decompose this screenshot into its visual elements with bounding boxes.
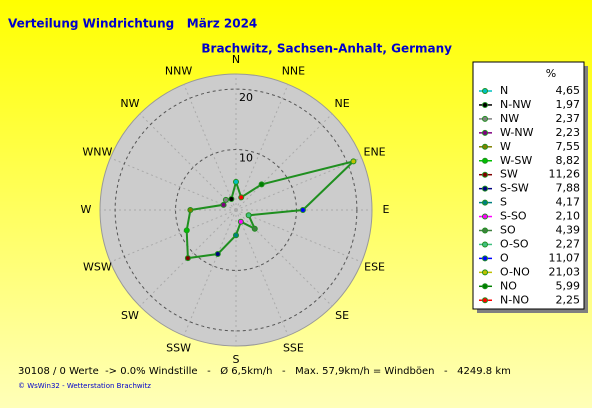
direction-label: SE [335, 309, 349, 322]
legend-value: 2,37 [556, 112, 581, 125]
wind-point [228, 195, 235, 202]
legend-marker [482, 88, 488, 94]
direction-label: ENE [364, 146, 386, 159]
wind-point [299, 207, 306, 213]
direction-label: E [383, 203, 390, 216]
legend-label: S-SO [500, 210, 527, 223]
chart-title: Verteilung Windrichtung März 2024 [8, 17, 257, 31]
legend-value: 2,25 [556, 293, 581, 306]
wind-point [187, 207, 194, 213]
legend-value: 4,65 [556, 84, 581, 97]
legend-marker [482, 283, 488, 290]
legend-label: N-NO [500, 293, 529, 306]
direction-label: W [81, 203, 92, 216]
legend-value: 5,99 [556, 279, 581, 292]
legend-label: W-SW [500, 154, 532, 167]
wind-point [245, 212, 252, 219]
direction-label: WSW [83, 260, 112, 273]
wind-point [233, 178, 239, 185]
legend-marker [482, 115, 488, 122]
legend-marker [482, 199, 488, 206]
legend-value: 2,10 [556, 210, 581, 223]
legend-value: 4,39 [556, 224, 581, 237]
credit: © WsWin32 - Wetterstation Brachwitz [18, 382, 151, 390]
wind-point [220, 201, 227, 208]
wind-point [251, 225, 258, 232]
legend-marker [482, 157, 488, 164]
wind-point [258, 181, 265, 188]
legend-label: O-SO [500, 237, 529, 250]
direction-label: S [233, 353, 240, 366]
legend-marker [482, 185, 488, 192]
r-tick-label: 10 [239, 152, 253, 165]
legend-value: 8,82 [556, 154, 581, 167]
direction-label: NE [334, 97, 349, 110]
legend-header: % [546, 67, 556, 80]
legend-label: W [500, 140, 511, 153]
legend-marker [482, 171, 488, 178]
legend-label: W-NW [500, 126, 534, 139]
legend-value: 7,55 [556, 140, 581, 153]
direction-label: NW [120, 97, 139, 110]
legend-box [472, 61, 585, 310]
wind-point [237, 218, 244, 225]
direction-label: NNE [282, 64, 305, 77]
wind-point [183, 227, 190, 234]
legend-value: 11,07 [549, 251, 581, 264]
direction-label: SW [121, 309, 139, 322]
direction-label: N [232, 53, 240, 66]
wind-point [222, 196, 229, 203]
legend-value: 4,17 [556, 196, 581, 209]
wind-point [233, 232, 239, 239]
legend-marker [482, 213, 488, 220]
wind-point [350, 158, 357, 165]
legend-value: 11,26 [549, 168, 581, 181]
direction-label: SSW [166, 342, 191, 355]
legend-label: O-NO [500, 265, 530, 278]
legend-marker [482, 297, 488, 304]
legend-value: 7,88 [556, 182, 581, 195]
legend-value: 2,27 [556, 237, 581, 250]
direction-label: NNW [165, 64, 192, 77]
legend-value: 2,23 [556, 126, 581, 139]
wind-point [184, 255, 191, 262]
legend-value: 21,03 [549, 265, 581, 278]
chart-subtitle: Brachwitz, Sachsen-Anhalt, Germany [201, 42, 452, 56]
direction-label: WNW [82, 146, 112, 159]
legend-marker [482, 129, 488, 136]
wind-point [214, 251, 221, 258]
legend-marker [482, 143, 488, 150]
legend-label: SO [500, 224, 516, 237]
legend-label: N-NW [500, 98, 531, 111]
legend-marker [482, 255, 488, 262]
ring [114, 88, 358, 332]
r-tick-label: 20 [239, 91, 253, 104]
legend-marker [482, 227, 488, 234]
legend-label: SW [500, 168, 518, 181]
legend-value: 1,97 [556, 98, 581, 111]
legend-label: NW [500, 112, 519, 125]
legend-label: S-SW [500, 182, 529, 195]
direction-label: SSE [283, 342, 304, 355]
legend-label: N [500, 84, 508, 97]
legend-marker [482, 101, 488, 108]
legend-label: O [500, 251, 509, 264]
legend-label: S [500, 196, 507, 209]
direction-label: ESE [364, 260, 385, 273]
legend-label: NO [500, 279, 517, 292]
wind-point [238, 194, 245, 201]
legend-marker [482, 241, 488, 248]
footer: 30108 / 0 Werte -> 0.0% Windstille - Ø 6… [18, 365, 511, 377]
legend-marker [482, 269, 488, 276]
